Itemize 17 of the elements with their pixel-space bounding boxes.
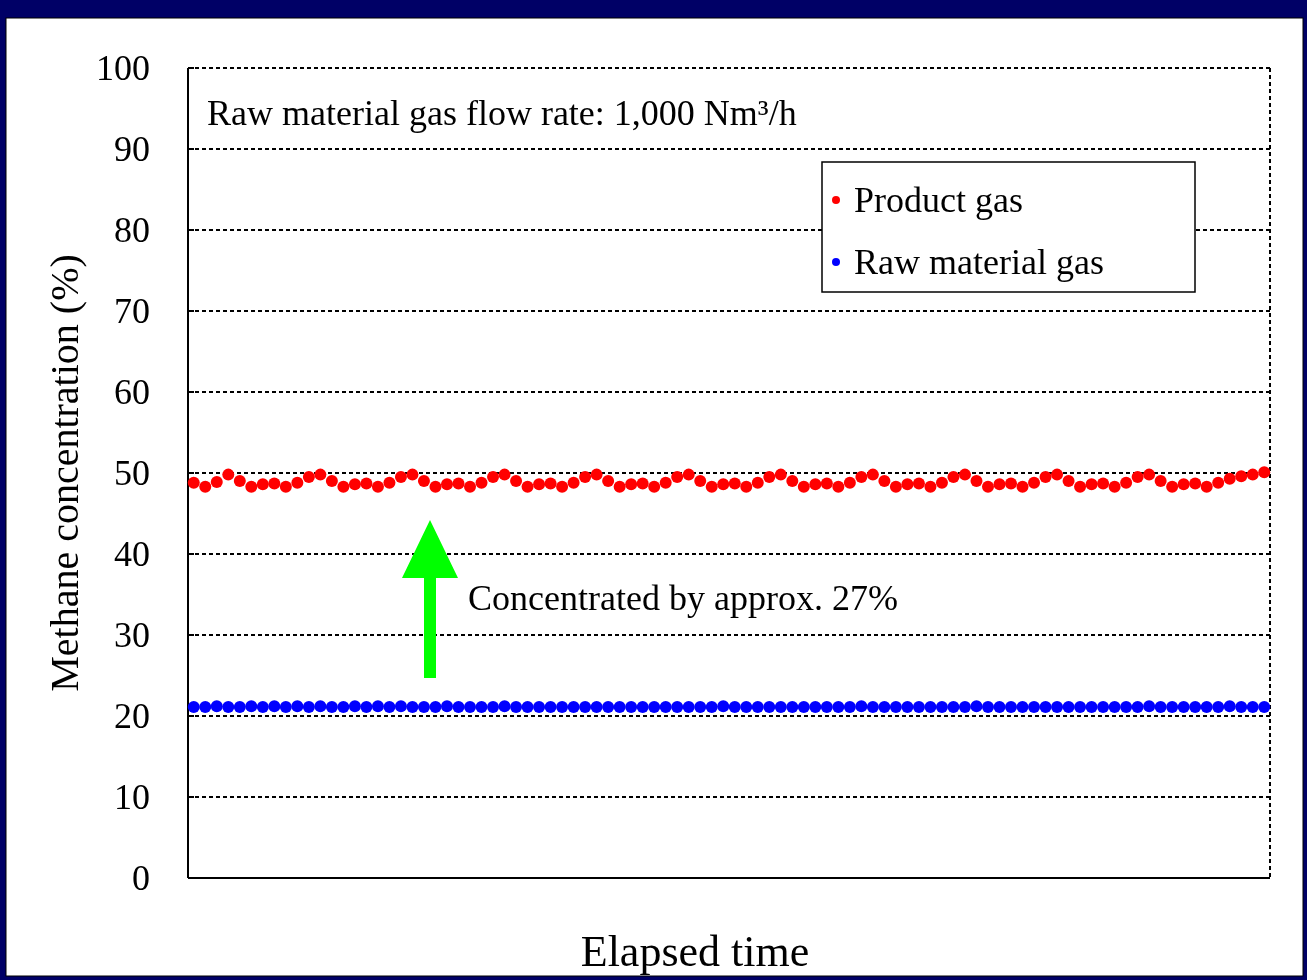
annotation: Raw material gas flow rate: 1,000 Nm³/h xyxy=(207,93,797,133)
y-tick-label: 30 xyxy=(114,615,150,655)
y-tick-label: 100 xyxy=(96,48,150,88)
y-tick-label: 60 xyxy=(114,372,150,412)
legend-label: Product gas xyxy=(854,180,1023,220)
y-tick-label: 20 xyxy=(114,696,150,736)
y-axis-title: Methane concentration (%) xyxy=(42,254,87,692)
y-tick-label: 90 xyxy=(114,129,150,169)
y-tick-label: 50 xyxy=(114,453,150,493)
y-tick-label: 40 xyxy=(114,534,150,574)
legend-label: Raw material gas xyxy=(854,242,1104,282)
y-tick-label: 70 xyxy=(114,291,150,331)
annotation: Concentrated by approx. 27% xyxy=(468,578,898,618)
y-tick-label: 80 xyxy=(114,210,150,250)
y-tick-label: 10 xyxy=(114,777,150,817)
x-axis-title: Elapsed time xyxy=(580,927,810,976)
y-tick-label: 0 xyxy=(132,858,150,898)
